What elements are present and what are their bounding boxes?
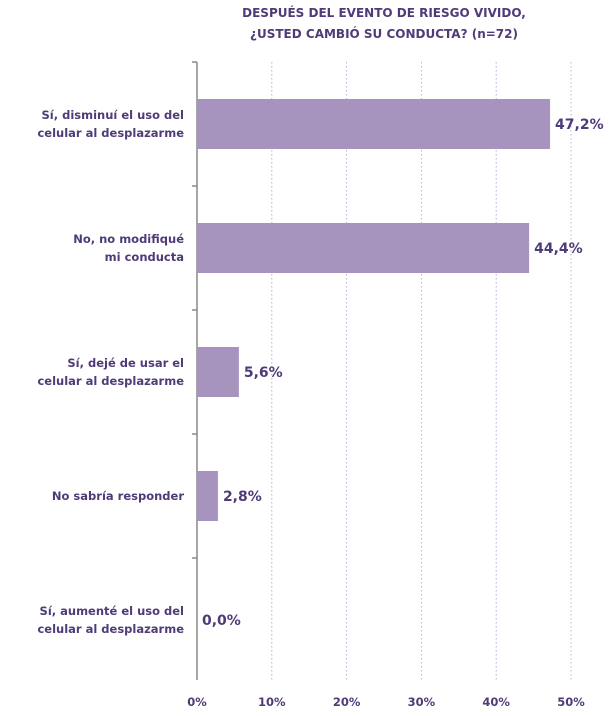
x-axis-ticks: 0% 10% 20% 30% 40% 50% [187, 695, 585, 709]
category-label-1: No, no modifiqué mi conducta [73, 232, 184, 264]
category-label-line: mi conducta [105, 250, 184, 264]
category-label-line: Sí, disminuí el uso del [41, 108, 184, 122]
bar-2 [197, 347, 239, 397]
category-label-line: No, no modifiqué [73, 232, 184, 246]
category-label-0: Sí, disminuí el uso del celular al despla… [37, 108, 184, 140]
bar-1 [197, 223, 530, 273]
category-label-2: Sí, dejé de usar el celular al desplazarm… [37, 356, 184, 388]
grid-lines [271, 62, 572, 680]
x-tick-label-20: 20% [333, 695, 361, 709]
x-tick-label-0: 0% [187, 695, 207, 709]
x-tick-label-10: 10% [258, 695, 286, 709]
value-label-4: 0,0% [202, 613, 241, 629]
chart-title-line-2: ¿USTED CAMBIÓ SU CONDUCTA? (n=72) [250, 26, 518, 41]
bar-3 [197, 471, 218, 521]
category-label-line: No sabría responder [52, 489, 184, 503]
category-label-line: celular al desplazarme [37, 622, 184, 636]
x-tick-label-40: 40% [482, 695, 510, 709]
value-labels: 47,2% 44,4% 5,6% 2,8% 0,0% [202, 117, 604, 629]
category-label-line: Sí, dejé de usar el [67, 356, 184, 370]
category-label-4: Sí, aumenté el uso del celular al desplaz… [37, 604, 184, 636]
value-label-3: 2,8% [223, 489, 262, 505]
category-label-line: celular al desplazarme [37, 374, 184, 388]
value-label-0: 47,2% [555, 117, 604, 133]
bars [197, 99, 551, 521]
category-label-line: celular al desplazarme [37, 126, 184, 140]
chart-title: DESPUÉS DEL EVENTO DE RIESGO VIVIDO, ¿US… [242, 5, 526, 41]
value-label-1: 44,4% [534, 241, 583, 257]
bar-0 [197, 99, 551, 149]
category-label-3: No sabría responder [52, 489, 184, 503]
chart-title-line-1: DESPUÉS DEL EVENTO DE RIESGO VIVIDO, [242, 5, 526, 20]
category-labels: Sí, disminuí el uso del celular al despla… [37, 108, 184, 636]
value-label-2: 5,6% [244, 365, 283, 381]
y-axis [192, 61, 198, 680]
x-tick-label-50: 50% [557, 695, 585, 709]
x-tick-label-30: 30% [408, 695, 436, 709]
category-label-line: Sí, aumenté el uso del [40, 604, 184, 618]
